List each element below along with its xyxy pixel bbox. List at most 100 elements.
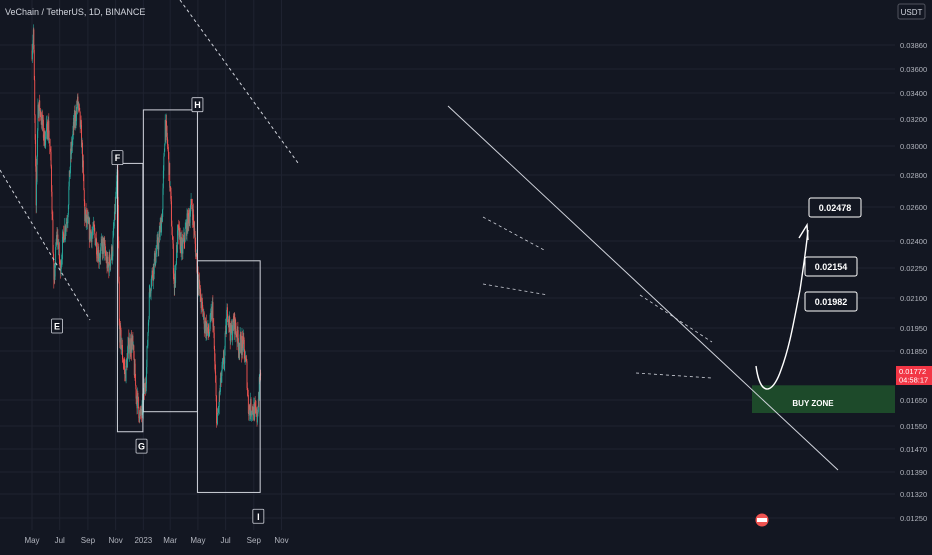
price-axis[interactable] [895, 0, 932, 550]
candle-body [174, 273, 176, 283]
candle-body [237, 326, 239, 339]
candle-body [109, 263, 111, 267]
candle-body [166, 120, 167, 126]
candle-body [255, 405, 257, 408]
candle-body [176, 245, 177, 265]
candle-body [242, 340, 244, 351]
time-tick-label: Sep [247, 536, 262, 545]
candle-body [206, 321, 207, 336]
candle-body [205, 321, 207, 334]
candle-body [141, 403, 143, 415]
candle-body [169, 186, 171, 188]
target-label-1: 0.01982 [815, 297, 848, 307]
price-tick-label: 0.01470 [900, 445, 927, 454]
candle-body [125, 372, 127, 382]
wave-label-text: G [138, 442, 145, 452]
candle-body [187, 210, 189, 232]
candle-body [79, 111, 81, 128]
candle-body [203, 313, 205, 330]
candle-body [105, 252, 107, 256]
candle-body [155, 253, 157, 262]
candle-body [256, 409, 258, 423]
candle-body [82, 160, 84, 168]
candle-body [37, 104, 39, 131]
time-tick-label: 2023 [134, 536, 152, 545]
candle-body [104, 242, 106, 244]
candle-body [101, 239, 103, 244]
candle-body [36, 181, 37, 206]
candle-body [74, 113, 76, 124]
candle-body [233, 313, 235, 327]
candle-body [130, 338, 132, 354]
price-tick-label: 0.03400 [900, 89, 927, 98]
candle-body [257, 411, 259, 417]
candle-body [233, 321, 235, 327]
candle-body [148, 319, 150, 323]
candle-body [47, 121, 48, 140]
candle-body [167, 144, 169, 147]
candle-body [92, 222, 94, 231]
candle-body [158, 236, 160, 250]
candle-body [145, 383, 147, 388]
candle-body [88, 219, 90, 224]
candle-body [246, 388, 248, 391]
candle-body [188, 215, 190, 224]
candle-body [48, 120, 50, 138]
candle-body [38, 107, 40, 117]
candle-body [174, 273, 176, 288]
candle-body [109, 254, 111, 264]
candle-body [50, 150, 52, 153]
candle-body [110, 259, 112, 267]
candle-body [208, 333, 210, 337]
candle-body [56, 235, 58, 237]
candle-body [198, 281, 200, 283]
price-tick-label: 0.01950 [900, 324, 927, 333]
candle-body [245, 357, 247, 359]
candle-body [219, 392, 221, 395]
candle-body [62, 236, 63, 259]
candle-body [137, 396, 139, 408]
candle-body [227, 319, 229, 322]
candle-body [93, 222, 95, 227]
candle-body [97, 250, 99, 262]
candle-body [147, 322, 149, 333]
candle-body [33, 29, 35, 50]
candle-body [216, 423, 218, 425]
candle-body [137, 392, 139, 397]
candle-body [178, 226, 180, 239]
candle-body [234, 313, 236, 335]
candle-body [180, 237, 182, 250]
price-tick-label: 0.02800 [900, 171, 927, 180]
candle-body [87, 217, 89, 224]
tradingview-logo[interactable] [755, 513, 769, 527]
candle-body [162, 170, 164, 189]
candle-body [206, 327, 208, 330]
candle-body [49, 141, 51, 147]
candle-body [46, 121, 48, 124]
candle-body [115, 196, 117, 213]
candle-body [148, 292, 150, 320]
candle-body [147, 332, 149, 346]
candle-body [88, 219, 90, 240]
candle-body [215, 382, 217, 397]
candle-body [239, 334, 241, 346]
candle-body [42, 114, 43, 126]
candle-body [156, 250, 157, 254]
candle-body [180, 237, 182, 254]
candle-body [43, 137, 45, 140]
candle-body [236, 336, 238, 342]
price-tick-label: 0.01320 [900, 490, 927, 499]
candle-body [38, 100, 40, 108]
candle-body [76, 107, 77, 121]
candle-body [60, 265, 62, 274]
candle-body [45, 131, 47, 146]
candle-body [118, 241, 120, 282]
candle-body [52, 214, 53, 220]
candle-body [145, 387, 147, 388]
candle-body [139, 412, 141, 414]
candle-body [254, 403, 256, 406]
candle-body [37, 104, 39, 117]
candle-body [237, 338, 239, 351]
currency-button[interactable] [897, 3, 926, 20]
